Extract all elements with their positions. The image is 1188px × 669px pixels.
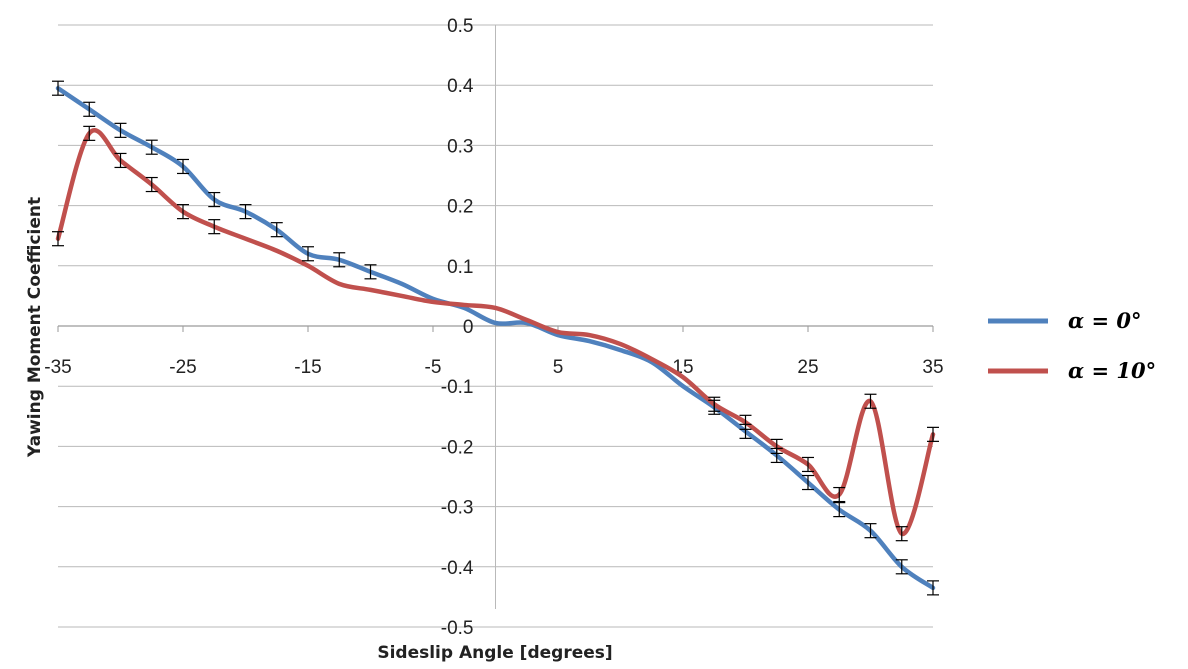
error-bar-s1-8 bbox=[770, 438, 783, 454]
error-bar-s1-5 bbox=[208, 219, 221, 235]
y-tick-label-2: 0.3 bbox=[447, 136, 473, 157]
x-tick-label-7: 35 bbox=[922, 357, 943, 378]
y-tick-label-7: -0.2 bbox=[441, 437, 474, 458]
error-bar-s0-14 bbox=[802, 474, 814, 491]
y-tick-label-9: -0.4 bbox=[441, 558, 474, 579]
series-group bbox=[55, 85, 936, 591]
error-bar-s0-9 bbox=[333, 252, 346, 268]
error-bar-s0-5 bbox=[208, 191, 221, 208]
x-axis-title: Sideslip Angle [degrees] bbox=[377, 643, 612, 663]
error-bar-s0-8 bbox=[302, 246, 314, 262]
error-bar-s0-6 bbox=[239, 204, 252, 220]
y-tick-label-3: 0.2 bbox=[447, 197, 473, 218]
error-bar-s0-17 bbox=[895, 559, 908, 575]
y-axis-title: Yawing Moment Coefficient bbox=[25, 197, 45, 458]
x-tick-label-6: 25 bbox=[797, 357, 818, 378]
x-tick-label-1: -25 bbox=[169, 357, 196, 378]
error-bar-s1-2 bbox=[114, 152, 127, 169]
tick-labels: -35 -25 -15 -5 5 15 25 350.50.40.30.20.10-0.1-0… bbox=[44, 16, 943, 639]
error-bar-s1-6 bbox=[708, 396, 721, 412]
series-line-0 bbox=[55, 85, 936, 591]
legend: α = 0° α = 10° bbox=[988, 308, 1156, 383]
axes bbox=[57, 25, 934, 609]
error-bar-s1-0 bbox=[52, 231, 64, 247]
error-bar-s1-7 bbox=[739, 414, 752, 430]
y-tick-label-0: 0.5 bbox=[447, 16, 473, 37]
error-bar-s0-7 bbox=[270, 222, 283, 238]
error-bar-s0-2 bbox=[114, 122, 127, 138]
error-bar-s0-15 bbox=[833, 502, 846, 518]
error-bar-s1-9 bbox=[802, 456, 814, 473]
error-bar-s0-1 bbox=[83, 101, 96, 117]
y-tick-label-5: 0 bbox=[463, 317, 474, 338]
error-bar-s1-1 bbox=[83, 125, 96, 141]
error-bar-s1-10 bbox=[833, 486, 846, 503]
error-bar-s0-10 bbox=[364, 264, 377, 280]
error-bar-s0-18 bbox=[927, 580, 939, 596]
error-bar-s1-4 bbox=[177, 204, 189, 220]
y-tick-label-1: 0.4 bbox=[447, 76, 474, 97]
error-bar-s0-3 bbox=[145, 139, 158, 155]
error-bar-s0-0 bbox=[52, 80, 64, 96]
y-tick-label-6: -0.1 bbox=[441, 377, 474, 398]
error-bar-s0-4 bbox=[177, 158, 189, 175]
x-tick-label-3: -5 bbox=[425, 357, 442, 378]
error-bars bbox=[52, 80, 939, 596]
legend-label-alpha-10: α = 10° bbox=[1068, 358, 1156, 383]
error-bar-s0-16 bbox=[864, 523, 877, 539]
error-bar-s1-13 bbox=[927, 426, 939, 442]
y-tick-label-10: -0.5 bbox=[441, 618, 474, 639]
x-tick-label-0: -35 bbox=[44, 357, 71, 378]
x-tick-label-4: 5 bbox=[553, 357, 564, 378]
y-tick-label-4: 0.1 bbox=[447, 257, 473, 278]
error-bar-s1-11 bbox=[864, 393, 877, 409]
x-tick-label-2: -15 bbox=[294, 357, 321, 378]
legend-label-alpha-0: α = 0° bbox=[1068, 308, 1142, 333]
y-tick-label-8: -0.3 bbox=[441, 498, 474, 519]
error-bar-s1-3 bbox=[145, 176, 158, 193]
series-line-1 bbox=[55, 128, 936, 536]
error-bar-s1-12 bbox=[895, 526, 908, 542]
